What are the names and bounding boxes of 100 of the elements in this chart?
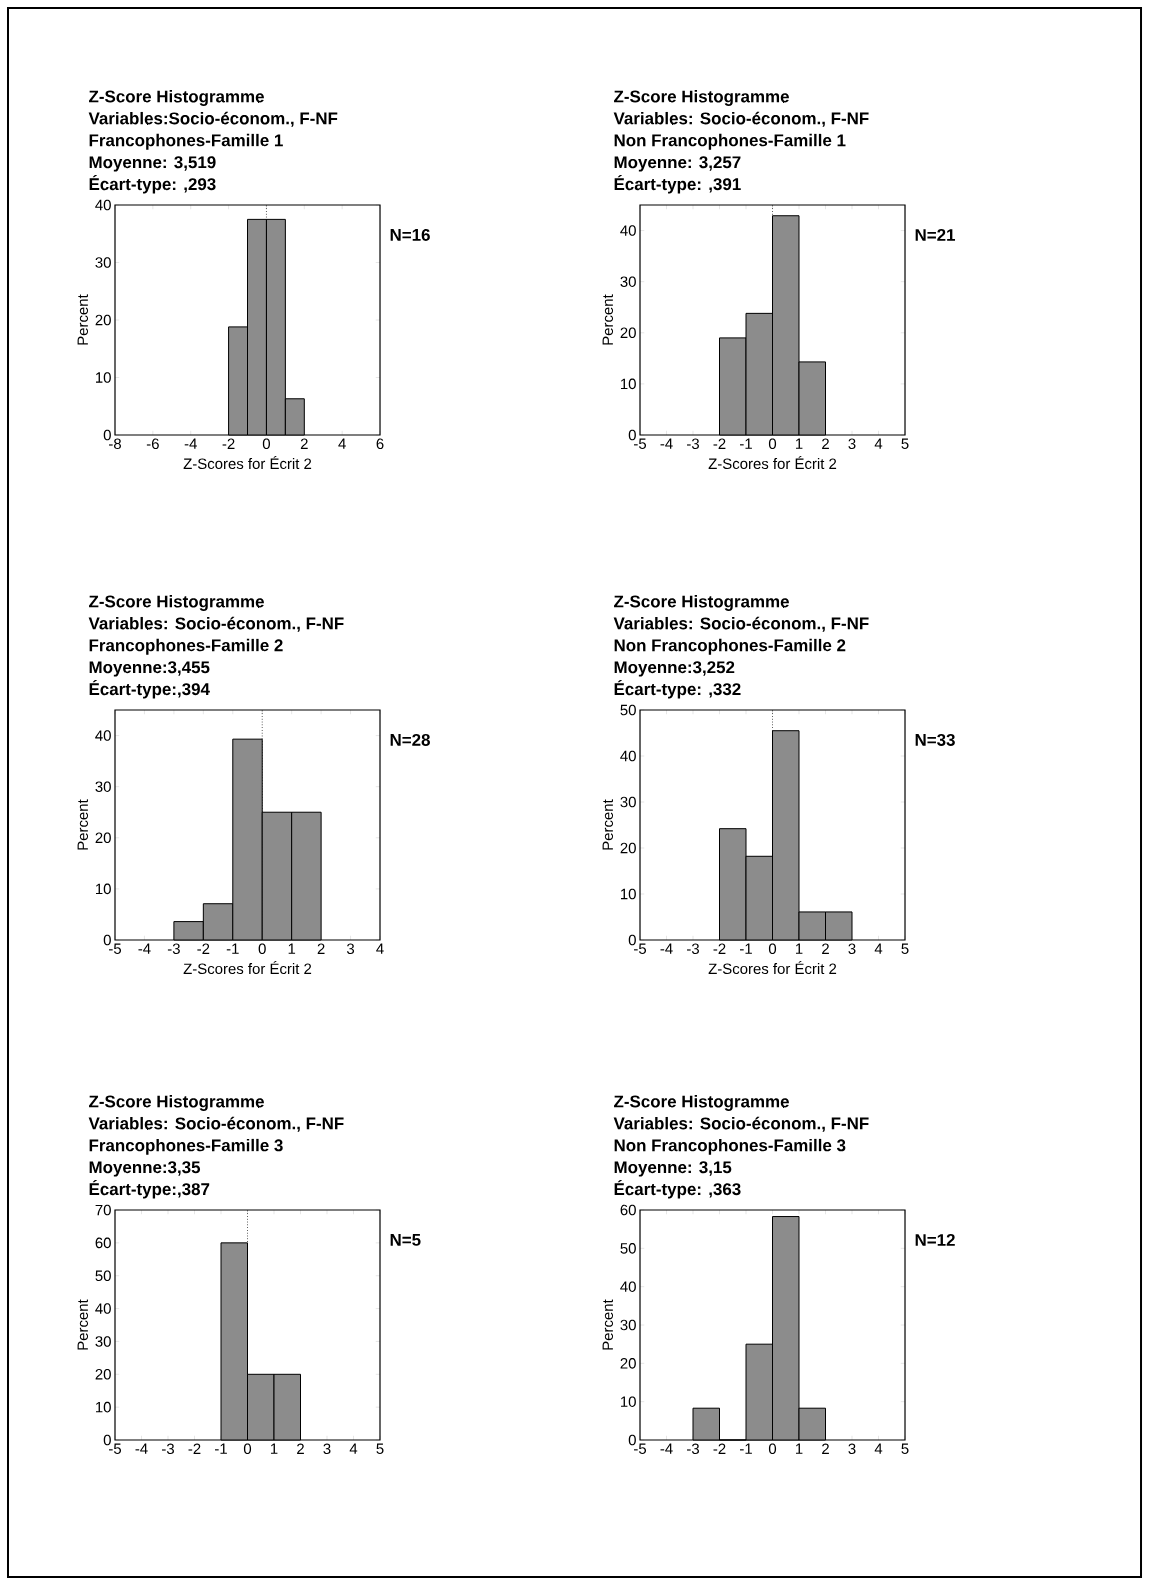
y2-axis-title: N=21 — [915, 228, 956, 241]
y-tick-label: 0 — [628, 429, 636, 441]
x-tick-label: 3 — [346, 943, 355, 955]
chart-title: Z-Score Histogramme — [89, 595, 264, 611]
y-axis-title: Percent — [77, 799, 89, 850]
x-tick-label: 4 — [874, 438, 883, 449]
y-axis-title: Percent — [602, 799, 614, 850]
y-tick-label: 30 — [620, 796, 636, 808]
chart-subtitle: Variables: Socio-économ., F-NF — [88, 1116, 344, 1132]
y2-axis-title: N=16 — [390, 228, 430, 241]
x-tick-label: -1 — [740, 1443, 752, 1454]
x-tick-label: -8 — [109, 438, 121, 450]
y-tick-label: 10 — [621, 378, 636, 390]
y-tick-label: 20 — [620, 842, 636, 854]
y-tick-label: 10 — [621, 1396, 636, 1407]
chart-title: Z-Score Histogramme — [614, 1095, 789, 1111]
y-tick-label: 30 — [620, 1319, 636, 1331]
y-tick-label: 70 — [95, 1204, 111, 1216]
y-tick-label: 10 — [96, 883, 111, 895]
x-tick-label: 2 — [297, 1443, 304, 1454]
x-tick-label: 2 — [822, 943, 829, 954]
text: Non Francophones-Famille 2 — [614, 638, 846, 655]
x-axis-title: Z-Scores for Écrit 2 — [183, 960, 312, 975]
text: Moyenne: 3,15 — [614, 1161, 732, 1177]
x-tick-label: -1 — [740, 943, 752, 954]
y2-axis-title: N=28 — [390, 733, 430, 746]
y2-axis-title: N=5 — [390, 1234, 421, 1246]
x-axis-title: Z-Scores for Écrit 2 — [708, 455, 837, 470]
x-tick-label: 0 — [262, 438, 270, 450]
text: Non Francophones-Famille 1 — [614, 133, 846, 150]
y-tick-label: 60 — [95, 1237, 111, 1249]
text: Moyenne: 3,519 — [89, 156, 216, 172]
x-tick-label: -6 — [146, 438, 159, 450]
text: Moyenne: 3,257 — [614, 156, 741, 172]
x-tick-label: -4 — [135, 1443, 148, 1454]
x-tick-label: -4 — [184, 438, 197, 449]
x-tick-label: 1 — [795, 1443, 803, 1454]
x-tick-label: -2 — [188, 1443, 201, 1454]
chart-subtitle: Variables: Socio-économ., F-NF — [613, 1116, 869, 1132]
chart-subtitle: Variables: Socio-économ., F-NF — [88, 616, 344, 632]
y-tick-label: 40 — [95, 199, 111, 211]
text: Francophones-Famille 2 — [89, 638, 283, 655]
x-tick-label: 3 — [848, 943, 856, 955]
x-tick-label: 0 — [768, 943, 777, 955]
x-tick-label: 0 — [768, 1443, 777, 1455]
x-tick-label: -1 — [226, 943, 239, 954]
x-tick-label: 0 — [243, 1443, 252, 1455]
text: Moyenne:3,455 — [89, 661, 210, 677]
x-tick-label: -3 — [167, 943, 180, 955]
x-tick-label: -5 — [634, 438, 647, 449]
x-tick-label: 4 — [874, 1443, 883, 1454]
y-tick-label: 20 — [620, 1358, 636, 1369]
text: Moyenne:3,35 — [89, 1161, 201, 1177]
y-tick-label: 30 — [620, 276, 636, 287]
text: Moyenne:3,252 — [614, 661, 735, 677]
y2-axis-title: N=33 — [915, 733, 955, 746]
x-tick-label: 3 — [848, 438, 856, 450]
chart-subtitle: Variables: Socio-économ., F-NF — [613, 111, 869, 127]
text: Écart-type:,394 — [89, 679, 210, 699]
x-tick-label: -3 — [687, 943, 699, 955]
x-tick-label: -2 — [713, 1443, 726, 1454]
text: Non Francophones-Famille 3 — [614, 1138, 846, 1155]
x-tick-label: 4 — [376, 943, 384, 954]
y-axis-title: Percent — [602, 294, 614, 345]
y-tick-label: 20 — [95, 832, 111, 844]
x-tick-label: 6 — [376, 438, 384, 450]
x-tick-label: 0 — [768, 438, 777, 450]
x-tick-label: 1 — [288, 943, 296, 954]
y-tick-label: 60 — [620, 1204, 636, 1216]
text: Écart-type: ,293 — [89, 174, 216, 194]
chart-title: Z-Score Histogramme — [89, 90, 264, 106]
y-tick-label: 50 — [620, 704, 636, 716]
x-tick-label: -2 — [713, 438, 726, 449]
x-tick-label: -2 — [197, 943, 210, 954]
y-tick-label: 10 — [96, 372, 111, 383]
y-tick-label: 50 — [95, 1270, 111, 1282]
y-tick-label: 20 — [95, 314, 111, 326]
x-tick-label: -5 — [634, 943, 647, 954]
x-tick-label: -2 — [713, 943, 726, 954]
x-tick-label: 4 — [349, 1443, 358, 1454]
x-tick-label: 2 — [317, 943, 325, 954]
y-tick-label: 40 — [620, 1281, 636, 1292]
chart-subtitle: Variables:Socio-économ., F-NF — [88, 111, 338, 127]
x-tick-label: 1 — [270, 1443, 278, 1454]
y-tick-label: 20 — [95, 1369, 111, 1380]
y-tick-label: 40 — [95, 1303, 111, 1314]
y-tick-label: 40 — [95, 730, 111, 741]
x-axis-title: Z-Scores for Écrit 2 — [708, 960, 837, 975]
x-axis-title: Z-Scores for Écrit 2 — [183, 455, 312, 470]
x-tick-label: 2 — [822, 438, 829, 449]
x-tick-label: -3 — [687, 1443, 699, 1455]
y-axis-title: Percent — [602, 1299, 614, 1350]
x-tick-label: 5 — [901, 943, 909, 954]
chart-subtitle: Variables: Socio-économ., F-NF — [613, 616, 869, 632]
x-tick-label: -5 — [109, 943, 122, 954]
y-axis-title: Percent — [77, 1299, 89, 1350]
y2-axis-title: N=12 — [915, 1234, 955, 1246]
x-tick-label: 5 — [901, 438, 909, 449]
text: Francophones-Famille 3 — [89, 1138, 283, 1155]
y-tick-label: 0 — [103, 429, 111, 441]
